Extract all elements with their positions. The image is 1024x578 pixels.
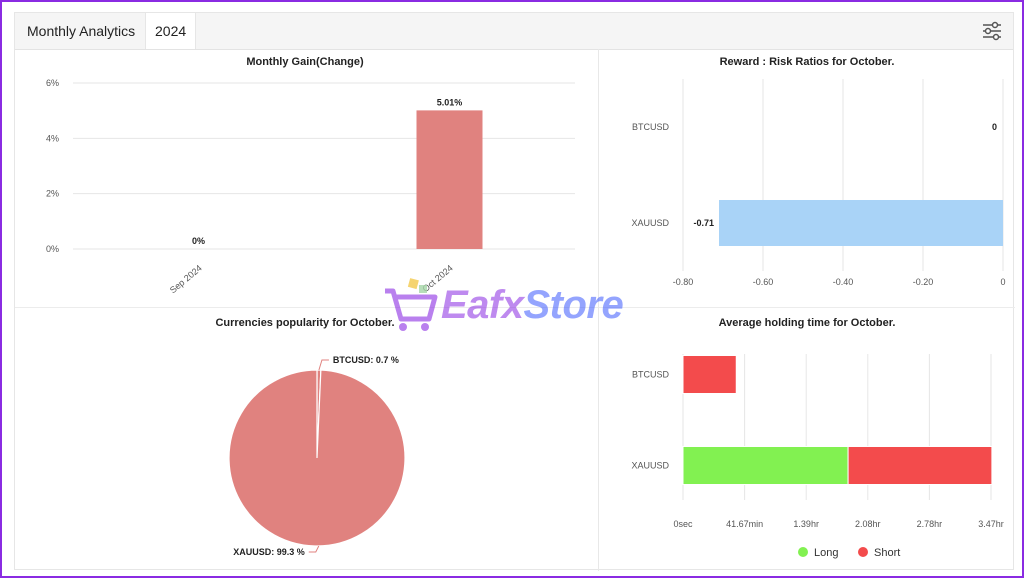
x-tick-label: -0.60 [753, 277, 774, 287]
x-tick-label: Oct 2024 [420, 263, 454, 294]
y-tick-label: 4% [46, 133, 59, 143]
tab-bar: Monthly Analytics 2024 [15, 13, 1013, 50]
monthly-analytics-panel: Monthly Analytics 2024 Monthly Gain(Chan… [14, 12, 1015, 571]
bar-segment [682, 446, 849, 485]
y-tick-label: BTCUSD [632, 370, 670, 380]
tab-monthly-analytics[interactable]: Monthly Analytics [27, 23, 136, 39]
chart-title: Reward : Risk Ratios for October. [720, 56, 895, 68]
x-tick-label: -0.20 [913, 277, 934, 287]
y-tick-label: 0% [46, 244, 59, 254]
pie-label: BTCUSD: 0.7 % [333, 355, 399, 365]
x-tick-label: 2.78hr [917, 519, 943, 529]
y-tick-label: 6% [46, 78, 59, 88]
bar [416, 110, 483, 249]
divider-right [599, 307, 1015, 308]
y-tick-label: 2% [46, 189, 59, 199]
pie-label: XAUUSD: 99.3 % [233, 547, 305, 557]
legend-marker [858, 547, 868, 557]
y-tick-label: XAUUSD [631, 461, 669, 471]
data-label: 0% [192, 236, 205, 246]
x-tick-label: Sep 2024 [168, 263, 204, 295]
x-tick-label: -0.40 [833, 277, 854, 287]
tab-year-2024[interactable]: 2024 [145, 13, 197, 49]
reward-risk-chart: Reward : Risk Ratios for October. -0.80 -… [631, 56, 1005, 287]
x-tick-label: 1.39hr [793, 519, 819, 529]
y-tick-label: BTCUSD [632, 122, 670, 132]
chart-title: Average holding time for October. [719, 317, 896, 329]
data-label: 5.01% [437, 97, 463, 107]
data-label: 0 [992, 122, 997, 132]
currency-popularity-chart: Currencies popularity for October. BTCUS… [215, 317, 406, 557]
divider-vertical [598, 49, 599, 571]
x-tick-label: 2.08hr [855, 519, 881, 529]
chart-title: Currencies popularity for October. [215, 317, 394, 329]
legend-marker [798, 547, 808, 557]
bar-segment [682, 355, 737, 394]
legend-label: Short [874, 547, 900, 559]
x-tick-label: 41.67min [726, 519, 763, 529]
x-tick-label: 3.47hr [978, 519, 1004, 529]
chart-title: Monthly Gain(Change) [246, 56, 364, 68]
bar-segment [847, 446, 993, 485]
legend-label: Long [814, 547, 838, 559]
x-tick-label: -0.80 [673, 277, 694, 287]
y-tick-label: XAUUSD [631, 218, 669, 228]
divider-left [15, 307, 598, 308]
data-label: -0.71 [693, 218, 714, 228]
bar [719, 200, 1003, 246]
holding-time-chart: Average holding time for October. 0sec 41… [631, 317, 1004, 559]
monthly-gain-chart: Monthly Gain(Change) 0% 2% 4% 6% 0% Sep 2024 5… [46, 56, 575, 295]
x-tick-label: 0 [1000, 277, 1005, 287]
pie-connector [318, 359, 329, 371]
pie-slice [228, 369, 406, 547]
pie-connector [308, 545, 320, 553]
x-tick-label: 0sec [673, 519, 693, 529]
sliders-icon[interactable] [981, 20, 1003, 42]
